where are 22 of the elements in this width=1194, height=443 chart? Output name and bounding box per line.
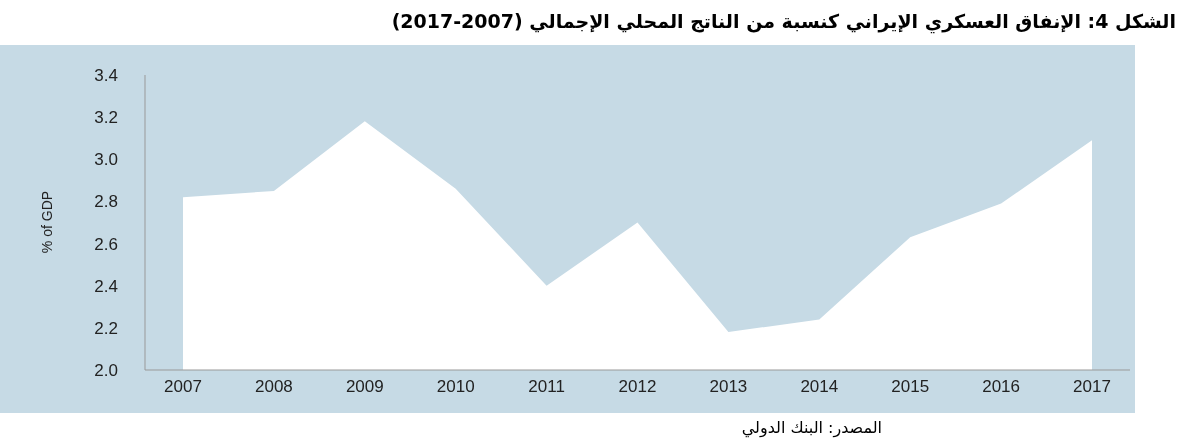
y-tick-label: 3.4 <box>94 66 118 85</box>
x-tick-label: 2015 <box>891 377 930 396</box>
chart-title: الشكل 4: الإنفاق العسكري الإيراني كنسبة من الناتج المحلي الإجمالي (2007-2017) <box>391 10 1176 32</box>
y-tick-label: 2.2 <box>94 318 118 338</box>
x-tick-label: 2013 <box>709 377 748 396</box>
x-tick-label: 2016 <box>982 377 1021 396</box>
x-tick-label: 2008 <box>254 377 293 396</box>
y-tick-label: 3.0 <box>94 150 118 170</box>
y-tick-label: 2.6 <box>94 234 118 254</box>
text: المصدر: البنك الدولي <box>741 418 882 437</box>
y-tick-label: 2.4 <box>94 276 118 296</box>
y-tick-label: 3.2 <box>94 108 118 128</box>
x-tick-label: 2010 <box>436 377 475 396</box>
x-tick-label: 2017 <box>1073 377 1111 396</box>
x-tick-label: 2007 <box>164 377 202 396</box>
x-tick-label: 2011 <box>528 377 565 396</box>
y-axis-title: % of GDP <box>39 190 55 254</box>
x-tick-label: 2012 <box>618 377 657 396</box>
y-tick-label: 2.0 <box>94 361 118 380</box>
x-tick-label: 2014 <box>800 377 839 396</box>
y-tick-label: 2.8 <box>94 192 118 212</box>
x-tick-label: 2009 <box>345 377 384 396</box>
